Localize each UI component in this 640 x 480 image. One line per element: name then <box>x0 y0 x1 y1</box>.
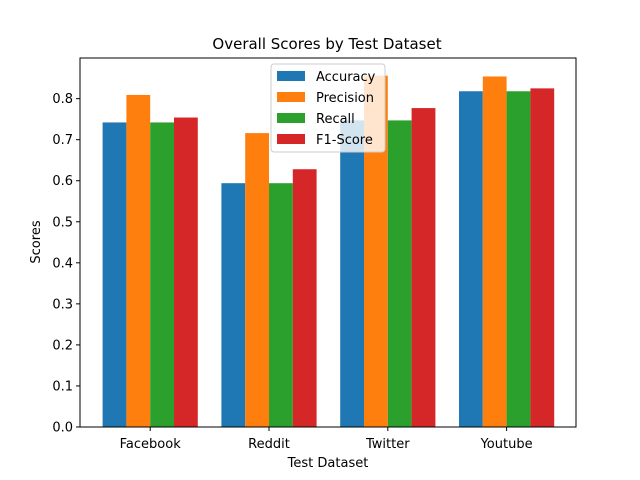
legend-box <box>270 63 386 153</box>
y-tick-label: 0.6 <box>52 174 73 189</box>
bar-recall-reddit <box>269 183 293 427</box>
x-tick-label: Twitter <box>365 437 410 452</box>
x-tick-label: Facebook <box>120 437 182 452</box>
y-axis-label: Scores <box>29 220 44 263</box>
chart-title: Overall Scores by Test Dataset <box>212 35 441 53</box>
y-tick-label: 0.3 <box>52 297 73 312</box>
y-tick-label: 0.4 <box>52 256 73 271</box>
legend-label: Precision <box>316 91 374 106</box>
y-tick-label: 0.7 <box>52 133 73 148</box>
bar-recall-facebook <box>150 122 174 427</box>
y-axis-ticks: 0.0 0.1 0.2 0.3 0.4 0.5 0.6 0.7 0.8 <box>52 92 80 436</box>
x-axis-label: Test Dataset <box>287 456 369 471</box>
legend-label: Accuracy <box>316 70 376 85</box>
legend-label: Recall <box>316 112 355 127</box>
legend-swatch <box>277 113 305 123</box>
legend: Accuracy Precision Recall F1-Score <box>270 63 386 153</box>
x-axis-ticks: Facebook Reddit Twitter Youtube <box>120 427 533 452</box>
bar-f1-score-facebook <box>174 117 198 428</box>
bar-precision-youtube <box>482 76 507 427</box>
bar-f1-score-twitter <box>411 108 436 427</box>
bar-precision-reddit <box>245 133 269 428</box>
bar-recall-youtube <box>506 91 531 427</box>
legend-swatch <box>277 71 305 81</box>
legend-label: F1-Score <box>316 133 373 148</box>
x-tick-label: Youtube <box>480 437 533 452</box>
bar-accuracy-twitter <box>340 120 364 427</box>
y-tick-label: 0.5 <box>52 215 73 230</box>
bars-group <box>102 75 555 428</box>
legend-swatch <box>277 134 305 144</box>
y-tick-label: 0.8 <box>52 92 73 107</box>
bar-f1-score-reddit <box>292 169 317 428</box>
bar-precision-facebook <box>126 94 151 427</box>
plot-frame <box>79 57 577 428</box>
x-tick-label: Reddit <box>248 437 290 452</box>
y-tick-label: 0.1 <box>52 379 73 394</box>
bar-f1-score-youtube <box>530 88 555 428</box>
bar-accuracy-facebook <box>102 122 127 427</box>
bar-accuracy-reddit <box>221 183 246 427</box>
y-tick-label: 0.2 <box>52 338 73 353</box>
legend-swatch <box>277 92 305 102</box>
bar-precision-twitter <box>364 75 388 428</box>
y-tick-label: 0.0 <box>52 421 73 436</box>
bar-recall-twitter <box>387 120 412 427</box>
bar-accuracy-youtube <box>459 91 483 427</box>
